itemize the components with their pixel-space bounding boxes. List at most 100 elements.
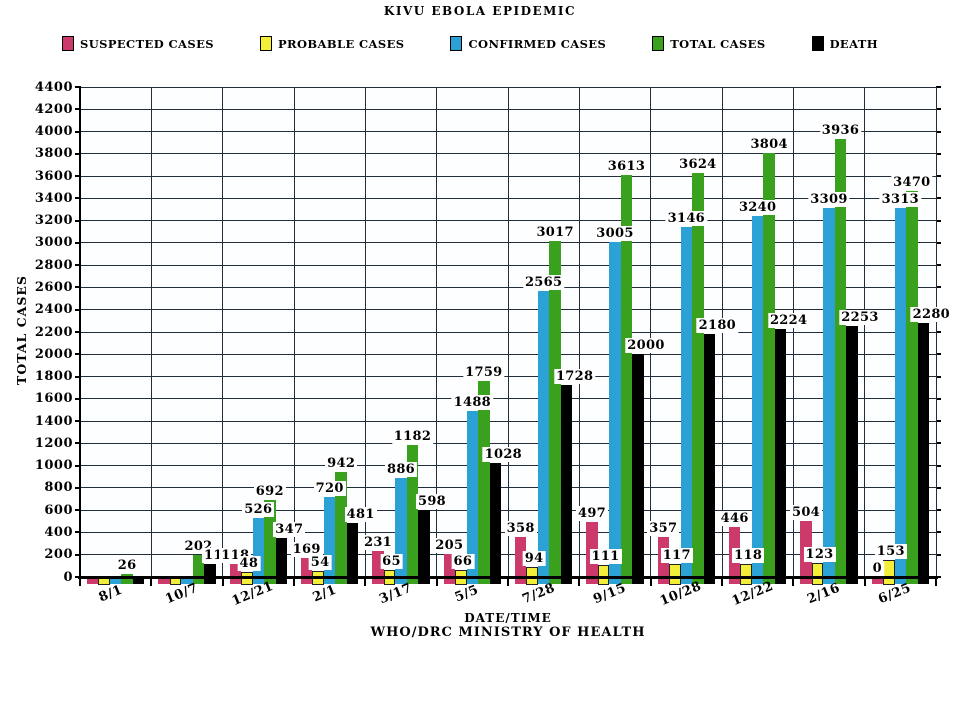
- bar-probable-cases-9/15: [597, 564, 610, 585]
- bar-death-2/16: [846, 326, 858, 584]
- bar-probable-cases-2/16: [811, 563, 824, 585]
- gridline-v: [935, 87, 937, 577]
- x-tick: [649, 577, 652, 586]
- y-tick: [75, 576, 80, 578]
- bar-total-cases-3/17: [406, 445, 419, 584]
- y-tick-label: 600: [44, 502, 73, 518]
- y-tick-right: [936, 152, 941, 155]
- y-tick: [75, 86, 80, 88]
- y-tick-label: 3400: [34, 190, 73, 206]
- y-tick-label: 1800: [34, 369, 73, 385]
- y-tick: [75, 264, 80, 267]
- bar-value-label: 123: [803, 547, 836, 563]
- bar-total-cases-10/28: [692, 173, 704, 584]
- bar-suspected-cases-12/21: [229, 563, 242, 584]
- y-tick-right: [936, 197, 941, 200]
- gridline-v: [507, 87, 509, 577]
- bar-probable-cases-6/25: [883, 559, 895, 585]
- bar-confirmed-cases-3/17: [395, 478, 407, 584]
- bar-confirmed-cases-12/22: [751, 216, 764, 584]
- bar-death-8/1: [132, 577, 145, 584]
- bar-value-label: 692: [253, 483, 286, 499]
- bar-value-label: 3146: [665, 210, 708, 226]
- y-tick: [75, 197, 80, 200]
- y-tick: [75, 108, 80, 111]
- bar-value-label: 2253: [839, 310, 881, 326]
- y-tick-label: 4400: [34, 79, 73, 95]
- bar-death-9/15: [632, 354, 644, 584]
- bar-total-cases-5/5: [478, 381, 490, 584]
- bar-suspected-cases-10/7: [158, 577, 170, 584]
- y-tick: [75, 553, 80, 556]
- bar-total-cases-10/7: [192, 554, 205, 584]
- y-tick-label: 0: [63, 569, 73, 585]
- bar-value-label: 118: [732, 547, 765, 563]
- bar-value-label: 3005: [594, 226, 636, 242]
- x-tick: [578, 577, 581, 586]
- bar-value-label: 2565: [522, 275, 565, 291]
- y-tick-right: [936, 175, 941, 178]
- y-tick-right: [936, 464, 941, 467]
- y-tick: [75, 486, 80, 489]
- bar-value-label: 497: [575, 505, 609, 521]
- y-tick-right: [936, 264, 941, 267]
- bar-confirmed-cases-9/15: [609, 242, 621, 584]
- bar-death-3/17: [418, 510, 430, 584]
- legend-swatch-icon: [811, 36, 824, 51]
- x-tick: [150, 577, 153, 586]
- legend-swatch-icon: [450, 36, 463, 51]
- bar-suspected-cases-5/5: [443, 554, 456, 584]
- y-tick-right: [936, 353, 941, 356]
- bar-value-label: 3017: [534, 225, 576, 241]
- bar-confirmed-cases-8/1: [109, 577, 122, 584]
- legend-label: SUSPECTED CASES: [80, 36, 214, 51]
- gridline-v: [293, 87, 295, 577]
- bar-value-label: 598: [415, 494, 449, 510]
- bar-value-label: 481: [344, 507, 377, 523]
- bar-suspected-cases-6/25: [871, 577, 884, 584]
- bar-confirmed-cases-2/16: [823, 208, 835, 584]
- bar-death-6/25: [917, 323, 930, 584]
- y-tick-right: [936, 286, 941, 289]
- bar-value-label: 0: [870, 561, 885, 576]
- y-tick-label: 200: [44, 547, 73, 563]
- bar-death-12/22: [774, 329, 787, 584]
- bar-value-label: 169: [290, 542, 323, 558]
- y-tick-right: [936, 420, 941, 423]
- bar-value-label: 3624: [677, 157, 719, 173]
- bar-confirmed-cases-10/7: [181, 577, 193, 584]
- y-tick-label: 3200: [34, 213, 73, 229]
- bar-death-7/28: [560, 384, 573, 584]
- x-tick: [79, 577, 81, 586]
- y-tick-label: 2200: [34, 324, 73, 340]
- gridline-v: [150, 87, 152, 577]
- bar-value-label: 94: [522, 550, 546, 566]
- bar-value-label: 2224: [767, 313, 810, 329]
- y-tick-right: [936, 576, 941, 578]
- y-tick: [75, 331, 80, 333]
- bar-value-label: 526: [242, 502, 275, 518]
- y-tick-label: 1000: [34, 458, 73, 474]
- y-tick-label: 1400: [34, 413, 73, 429]
- y-tick-label: 2800: [34, 257, 73, 273]
- bar-value-label: 3804: [748, 137, 790, 153]
- bar-value-label: 48: [237, 555, 261, 571]
- y-tick: [75, 308, 80, 311]
- bar-suspected-cases-7/28: [514, 537, 527, 584]
- bar-suspected-cases-3/17: [372, 551, 384, 584]
- bar-value-label: 1182: [391, 429, 434, 445]
- bar-probable-cases-12/22: [740, 563, 752, 585]
- bar-value-label: 3936: [819, 122, 862, 138]
- legend-item-death: DEATH: [811, 36, 878, 51]
- bar-value-label: 54: [308, 554, 332, 570]
- bar-total-cases-7/28: [549, 241, 561, 584]
- bar-value-label: 357: [647, 521, 680, 537]
- bar-death-10/7: [204, 564, 216, 584]
- bar-value-label: 117: [660, 547, 693, 563]
- y-tick-label: 3600: [34, 168, 73, 184]
- legend-swatch-icon: [259, 36, 272, 51]
- x-tick: [792, 577, 795, 586]
- legend: SUSPECTED CASES PROBABLE CASES CONFIRMED C…: [62, 36, 878, 51]
- legend-label: TOTAL CASES: [670, 36, 766, 51]
- bar-total-cases-12/22: [763, 153, 775, 584]
